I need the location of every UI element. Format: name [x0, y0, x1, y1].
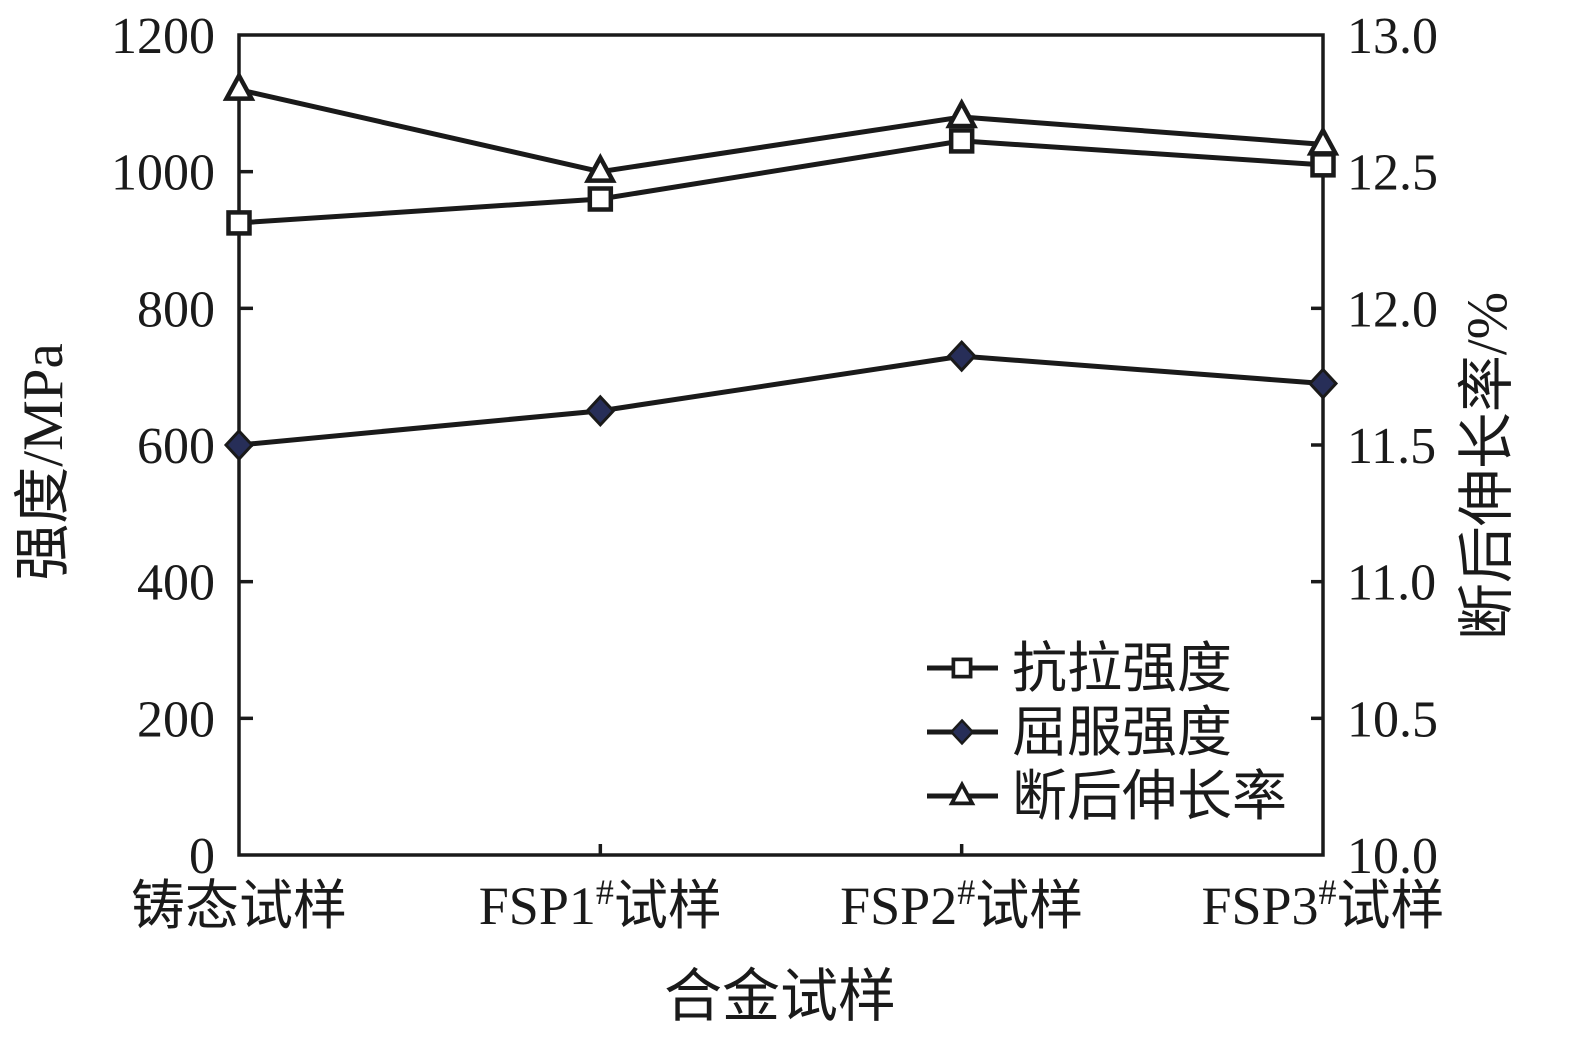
right-axis-tick-label: 11.5 — [1347, 418, 1436, 475]
data-point-marker — [585, 394, 616, 428]
right-axis-tick-label: 13.0 — [1347, 8, 1438, 65]
series-line — [238, 138, 1324, 226]
data-point-marker — [223, 428, 255, 462]
axis-tick-labels: 0 200 400 600 800 1000 1200 10.0 10.5 11.0 11.5 12.… — [111, 8, 1445, 936]
left-axis-tick-label: 200 — [137, 691, 215, 748]
data-point-marker — [1310, 152, 1336, 178]
series-line — [238, 87, 1324, 175]
legend-label: 抗拉强度 — [1012, 638, 1232, 699]
series-elongation — [222, 70, 1340, 183]
x-axis-category-label: FSP2#试样 — [840, 872, 1083, 936]
diamond-marker — [949, 718, 975, 746]
series-line — [238, 353, 1324, 448]
left-axis-tick-label: 1200 — [111, 8, 215, 65]
left-axis-title: 强度/MPa — [12, 343, 75, 581]
legend-item: 抗拉强度 — [927, 638, 1232, 699]
left-axis-tick-label: 0 — [189, 828, 215, 885]
right-axis-tick-label: 11.0 — [1347, 555, 1436, 612]
legend-item: 断后伸长率 — [927, 766, 1287, 827]
x-axis-title: 合金试样 — [664, 964, 896, 1029]
data-point-marker — [226, 210, 252, 236]
data-point-marker — [1306, 125, 1340, 156]
left-axis-tick-label: 600 — [137, 418, 215, 475]
x-axis-category-label: FSP1#试样 — [479, 872, 722, 936]
right-axis-tick-label: 12.5 — [1347, 145, 1438, 202]
data-point-marker — [1307, 367, 1339, 400]
left-axis-tick-label: 800 — [137, 281, 215, 338]
x-axis-category-label: FSP3#试样 — [1201, 872, 1444, 936]
data-series — [222, 70, 1340, 462]
data-point-marker — [945, 98, 978, 129]
left-axis-tick-label: 400 — [137, 555, 215, 612]
data-point-marker — [946, 339, 977, 373]
data-point-marker — [948, 128, 975, 154]
right-axis-tick-label: 10.0 — [1347, 828, 1438, 885]
data-point-marker — [584, 152, 617, 183]
legend-label: 屈服强度 — [1012, 702, 1232, 763]
data-point-marker — [222, 70, 256, 101]
series-yield-strength — [223, 339, 1339, 462]
triangle-marker — [948, 780, 976, 806]
left-axis-tick-label: 1000 — [111, 145, 215, 202]
right-axis-title: 断后伸长率/% — [1456, 292, 1519, 640]
square-marker — [951, 657, 973, 679]
series-tensile-strength — [226, 128, 1336, 236]
legend-item: 屈服强度 — [927, 702, 1232, 763]
x-axis-category-label: 铸态试样 — [131, 876, 347, 936]
legend-label: 断后伸长率 — [1012, 766, 1287, 827]
right-axis-tick-label: 10.5 — [1347, 691, 1438, 748]
data-point-marker — [587, 186, 614, 212]
right-axis-tick-label: 12.0 — [1347, 281, 1438, 338]
